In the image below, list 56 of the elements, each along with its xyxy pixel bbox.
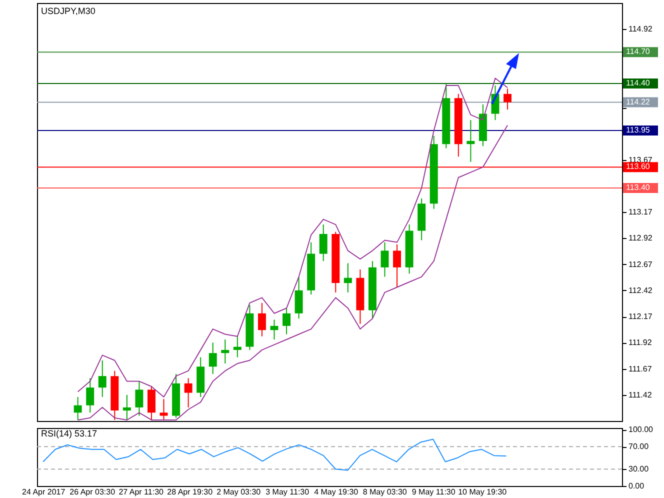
candlestick [122, 394, 131, 420]
y-tick-label: 111.42 [628, 390, 652, 400]
y-tick-label: 100.00 [628, 425, 654, 434]
ref-line-label: 114.40 [626, 78, 650, 88]
candlestick [344, 262, 352, 293]
candlestick [258, 302, 266, 337]
ref-line-label: 113.95 [626, 125, 650, 134]
candlestick [380, 242, 389, 278]
y-tick-label: 0.00 [628, 482, 645, 490]
y-tick-label: 70.00 [628, 442, 650, 452]
x-tick-label: 2 May 03:30 [216, 488, 262, 496]
chart-title: USDJPY,M30 [41, 6, 96, 16]
ref-line-label: 113.60 [626, 162, 650, 172]
y-tick-label: 112.17 [628, 312, 653, 321]
candlestick [504, 88, 512, 110]
line-series [77, 124, 508, 420]
candlestick [86, 378, 94, 414]
y-tick-label: 112.67 [628, 260, 653, 269]
candlestick [184, 378, 192, 408]
candlestick [98, 360, 106, 398]
chart-title: RSI(14) 53.17 [41, 428, 98, 439]
x-tick-label: 10 May 19:30 [458, 488, 508, 496]
candlestick [208, 342, 217, 374]
x-tick-label: 9 May 11:30 [412, 488, 456, 496]
x-tick-label: 3 May 11:30 [266, 488, 310, 496]
y-tick-label: 113.67 [628, 155, 653, 164]
y-tick-label: 111.67 [628, 364, 652, 374]
candlestick [294, 276, 303, 320]
x-tick-label: 26 Apr 03:30 [70, 488, 116, 496]
y-tick-label: 112.42 [628, 286, 653, 295]
candlestick [466, 120, 475, 162]
y-tick-label: 113.17 [628, 208, 653, 216]
candlestick [74, 396, 82, 420]
ref-line-label: 114.22 [626, 97, 650, 106]
ref-line-label: 113.40 [626, 182, 650, 192]
y-tick-label: 114.92 [628, 24, 653, 34]
x-tick-label: 8 May 03:30 [362, 488, 408, 496]
candlestick [270, 319, 278, 340]
line-series [77, 78, 508, 398]
candlestick [233, 336, 242, 358]
candlestick [282, 308, 291, 335]
candlestick [393, 244, 402, 288]
line-series [42, 438, 507, 471]
candlestick [319, 224, 328, 262]
x-tick-label: 4 May 19:30 [314, 488, 359, 496]
y-tick-label: 30.00 [628, 464, 650, 474]
x-tick-label: 28 Apr 19:30 [167, 488, 214, 496]
candlestick [221, 338, 230, 364]
ref-line-label: 114.70 [626, 47, 650, 56]
candlestick [135, 380, 144, 416]
y-tick-label: 112.92 [628, 234, 653, 243]
candlestick [147, 386, 156, 420]
candlestick [160, 398, 168, 420]
x-tick-label: 24 Apr 2017 [22, 488, 66, 496]
y-tick-label: 111.92 [628, 338, 652, 348]
x-tick-label: 27 Apr 11:30 [118, 488, 164, 496]
